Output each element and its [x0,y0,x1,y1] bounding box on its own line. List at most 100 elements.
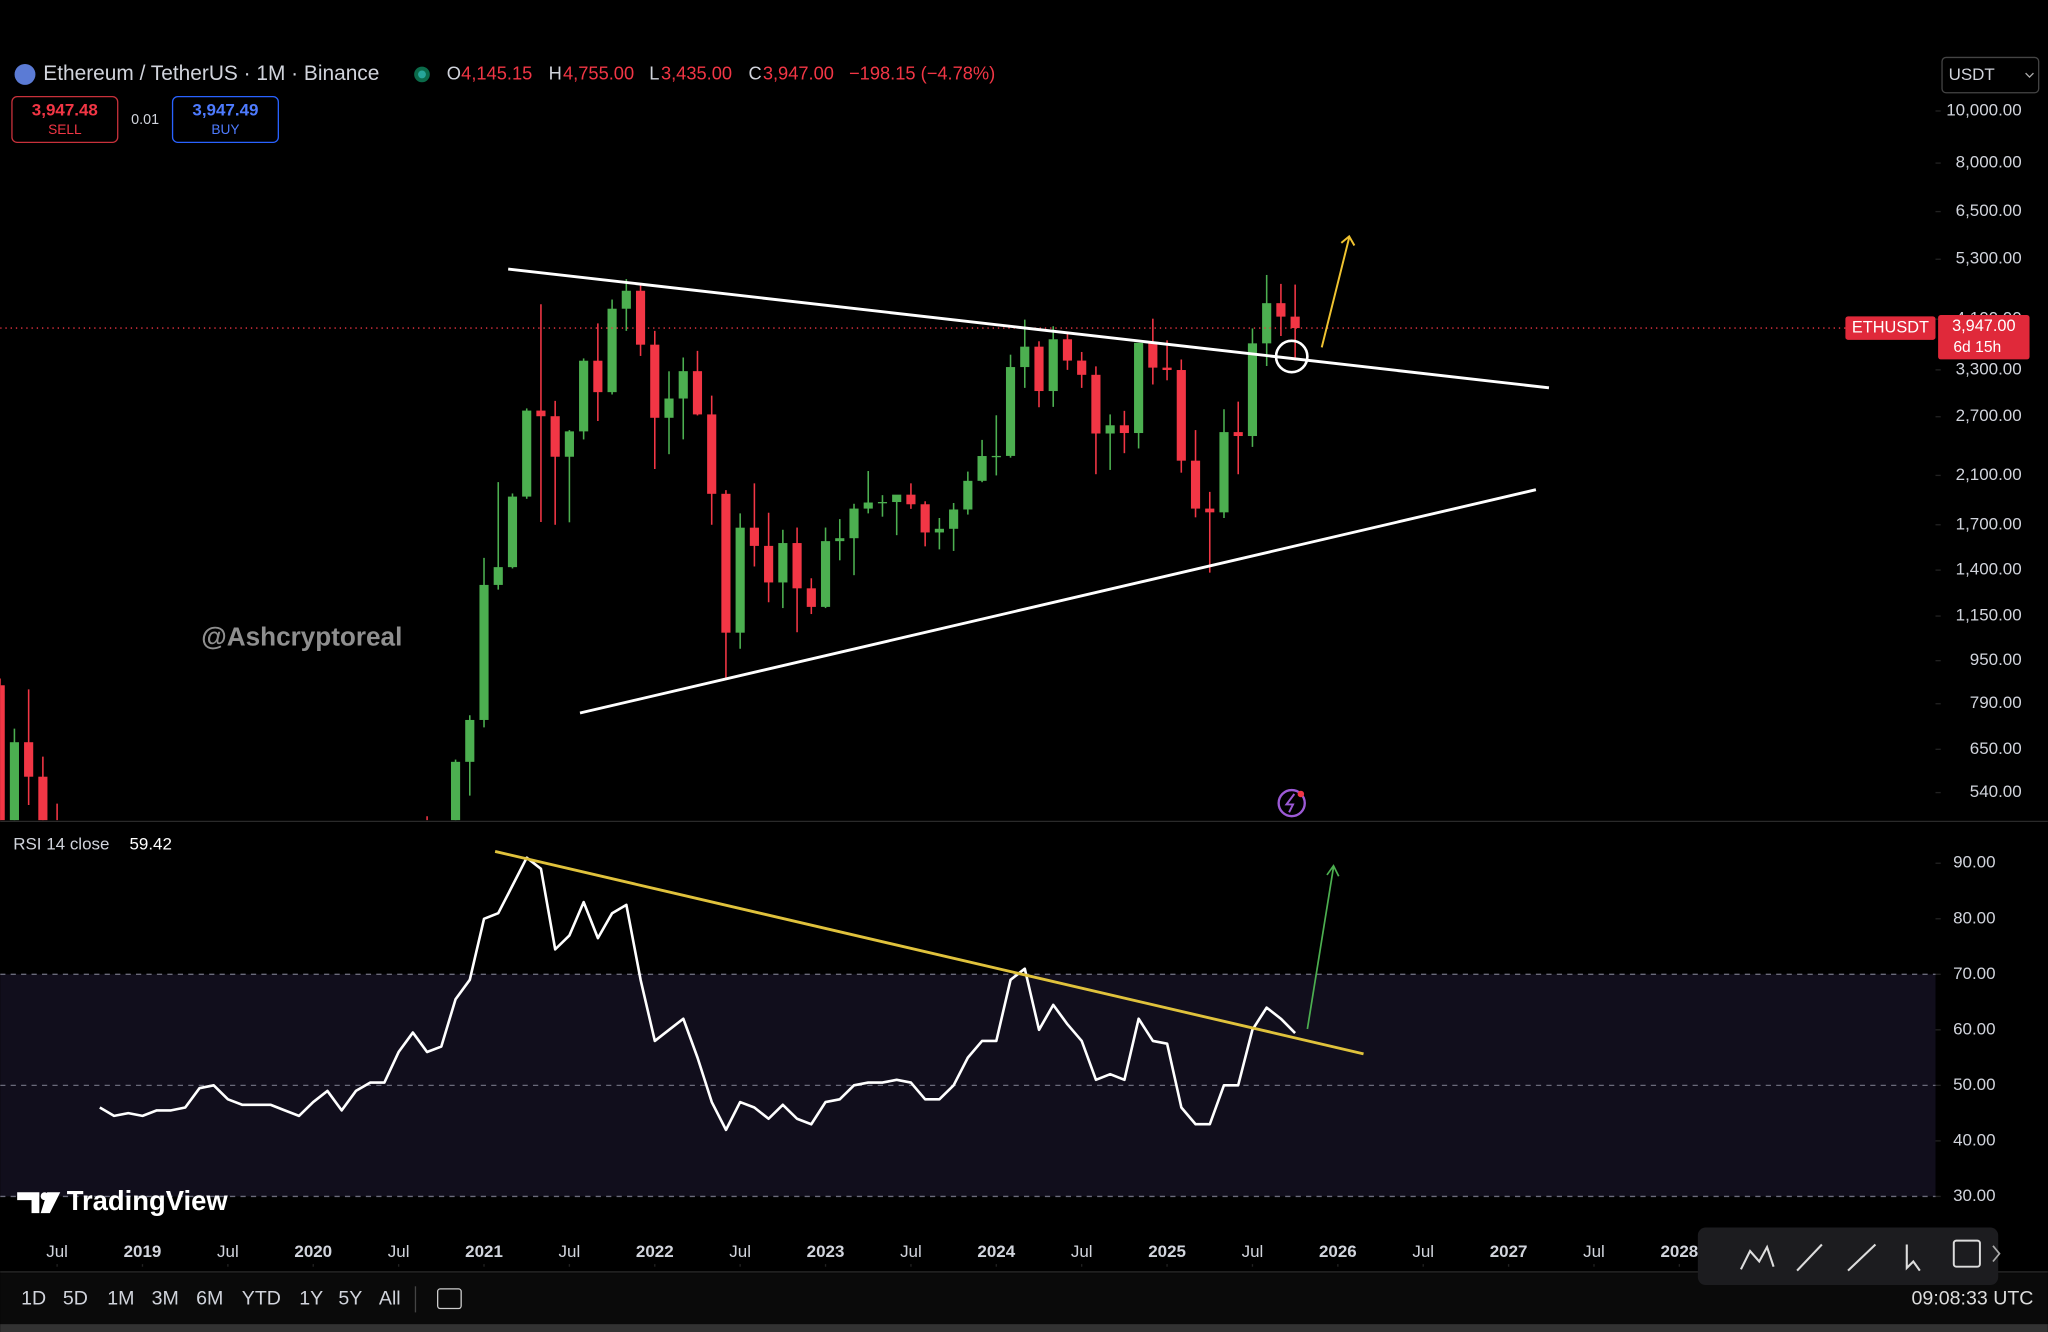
symbol-tag-text: ETHUSDT [1852,318,1929,336]
buy-button[interactable] [171,95,279,143]
sell-button[interactable] [11,95,119,143]
price-tick-label: 540.00 [1970,782,2022,801]
candle-body [1276,303,1286,317]
candle-body [38,776,48,821]
candle-body [1176,370,1186,461]
logo-icon [17,1192,61,1214]
candle-body [9,742,19,821]
currency-select[interactable] [1941,56,2040,94]
calendar-icon[interactable] [437,1288,462,1310]
range-button[interactable]: 1D [21,1288,46,1310]
toolbar-bg [1697,1227,1999,1285]
range-button[interactable]: 6M [196,1288,223,1310]
candle-body [820,541,831,607]
rsi-tick-label: 50.00 [1953,1075,1995,1094]
up-arrow [1320,237,1351,348]
change-value: −198.15 (−4.78%) [849,62,995,83]
candle-body [1233,432,1243,437]
range-button[interactable]: 5Y [338,1288,362,1310]
open-value: 4,145.15 [461,62,532,83]
drawings [494,234,1550,1056]
candle-body [1205,508,1215,513]
candle-body [550,416,560,457]
ray-tool[interactable] [1847,1243,1877,1272]
candle-body [1105,425,1115,434]
rsi-tick-label: 90.00 [1953,853,1995,872]
rsi-trendline [494,850,1364,1056]
price-tag: ETHUSDT 3,947.00 6d 15h [1845,315,2030,360]
symbol-icon [14,63,36,85]
candle-body [593,360,603,393]
candle-body [450,761,461,821]
price-tick-label: 1,150.00 [1956,606,2022,625]
price-tick-label: 3,300.00 [1956,359,2022,378]
candle-body [465,719,475,762]
support-line [579,488,1537,715]
range-button[interactable]: 1M [107,1288,134,1310]
time-tick-label: Jul [217,1242,239,1261]
range-button[interactable]: 5D [63,1288,88,1310]
time-tick-label: Jul [1412,1242,1434,1261]
candle-body [892,494,902,503]
candle-body [749,527,759,546]
logo-text: TradingView [67,1185,229,1216]
pattern-tool[interactable] [1739,1244,1775,1270]
price-tick-label: 8,000.00 [1956,153,2022,172]
breakout-circle [1274,339,1309,374]
rsi-arrow [1306,866,1335,1030]
rsi-value: 59.42 [129,834,171,853]
time-tick-label: 2027 [1490,1242,1528,1261]
candle-body [1162,367,1172,371]
candle-body [1062,339,1073,361]
candle-body [1148,342,1158,368]
rsi-pane [0,856,1936,1198]
close-value: 3,947.00 [763,62,834,83]
candle-body [479,584,489,720]
rsi-title: RSI 14 close [13,834,109,853]
candle-body [934,528,944,533]
price-tick-label: 650.00 [1970,739,2022,758]
bottom-edge [0,1324,2048,1332]
toolbar-more[interactable] [1992,1245,2001,1263]
trade-tool[interactable] [1952,1239,1981,1268]
time-tick-label: Jul [1071,1242,1093,1261]
price-tick-label: 1,400.00 [1956,560,2022,579]
candle-body [778,543,788,583]
candle-body [564,431,574,457]
price-tick-label: 10,000.00 [1946,100,2022,119]
lightning-icon[interactable] [1277,788,1306,818]
candle-body [493,567,503,585]
clock: 09:08:33 UTC [1912,1288,2034,1310]
candle-body [863,502,873,509]
up-arrow-head [1340,234,1356,246]
symbol-tag [1845,316,1936,340]
range-button[interactable]: All [379,1288,401,1310]
trend-tool[interactable] [1796,1243,1823,1272]
candle-body [707,414,717,494]
lightning-bolt [1284,793,1296,813]
candle-body [536,410,546,417]
drawing-toolbar [1697,1227,2001,1285]
time-tick-label: Jul [559,1242,581,1261]
candle-body [1091,374,1101,434]
range-button[interactable]: YTD [242,1288,281,1310]
candle-body [650,344,660,418]
candle-body [692,371,703,415]
axes: 10,000.008,000.006,500.005,300.004,100.0… [46,100,2022,1267]
cursor-tool[interactable] [1905,1244,1921,1272]
candle-body [1119,425,1129,434]
candle-body [1034,346,1044,392]
time-tick-label: Jul [388,1242,410,1261]
range-button[interactable]: 3M [152,1288,179,1310]
candle-body [792,543,802,589]
range-button[interactable]: 1Y [299,1288,323,1310]
candle-body [920,504,930,533]
price-tick-label: 5,300.00 [1956,249,2022,268]
price-tag-countdown: 6d 15h [1953,339,2001,356]
time-tick-label: Jul [729,1242,751,1261]
buy-price: 3,947.49 [192,100,258,119]
candle-body [1077,360,1087,375]
time-tick-label: Jul [900,1242,922,1261]
spread: 0.01 [131,112,159,128]
